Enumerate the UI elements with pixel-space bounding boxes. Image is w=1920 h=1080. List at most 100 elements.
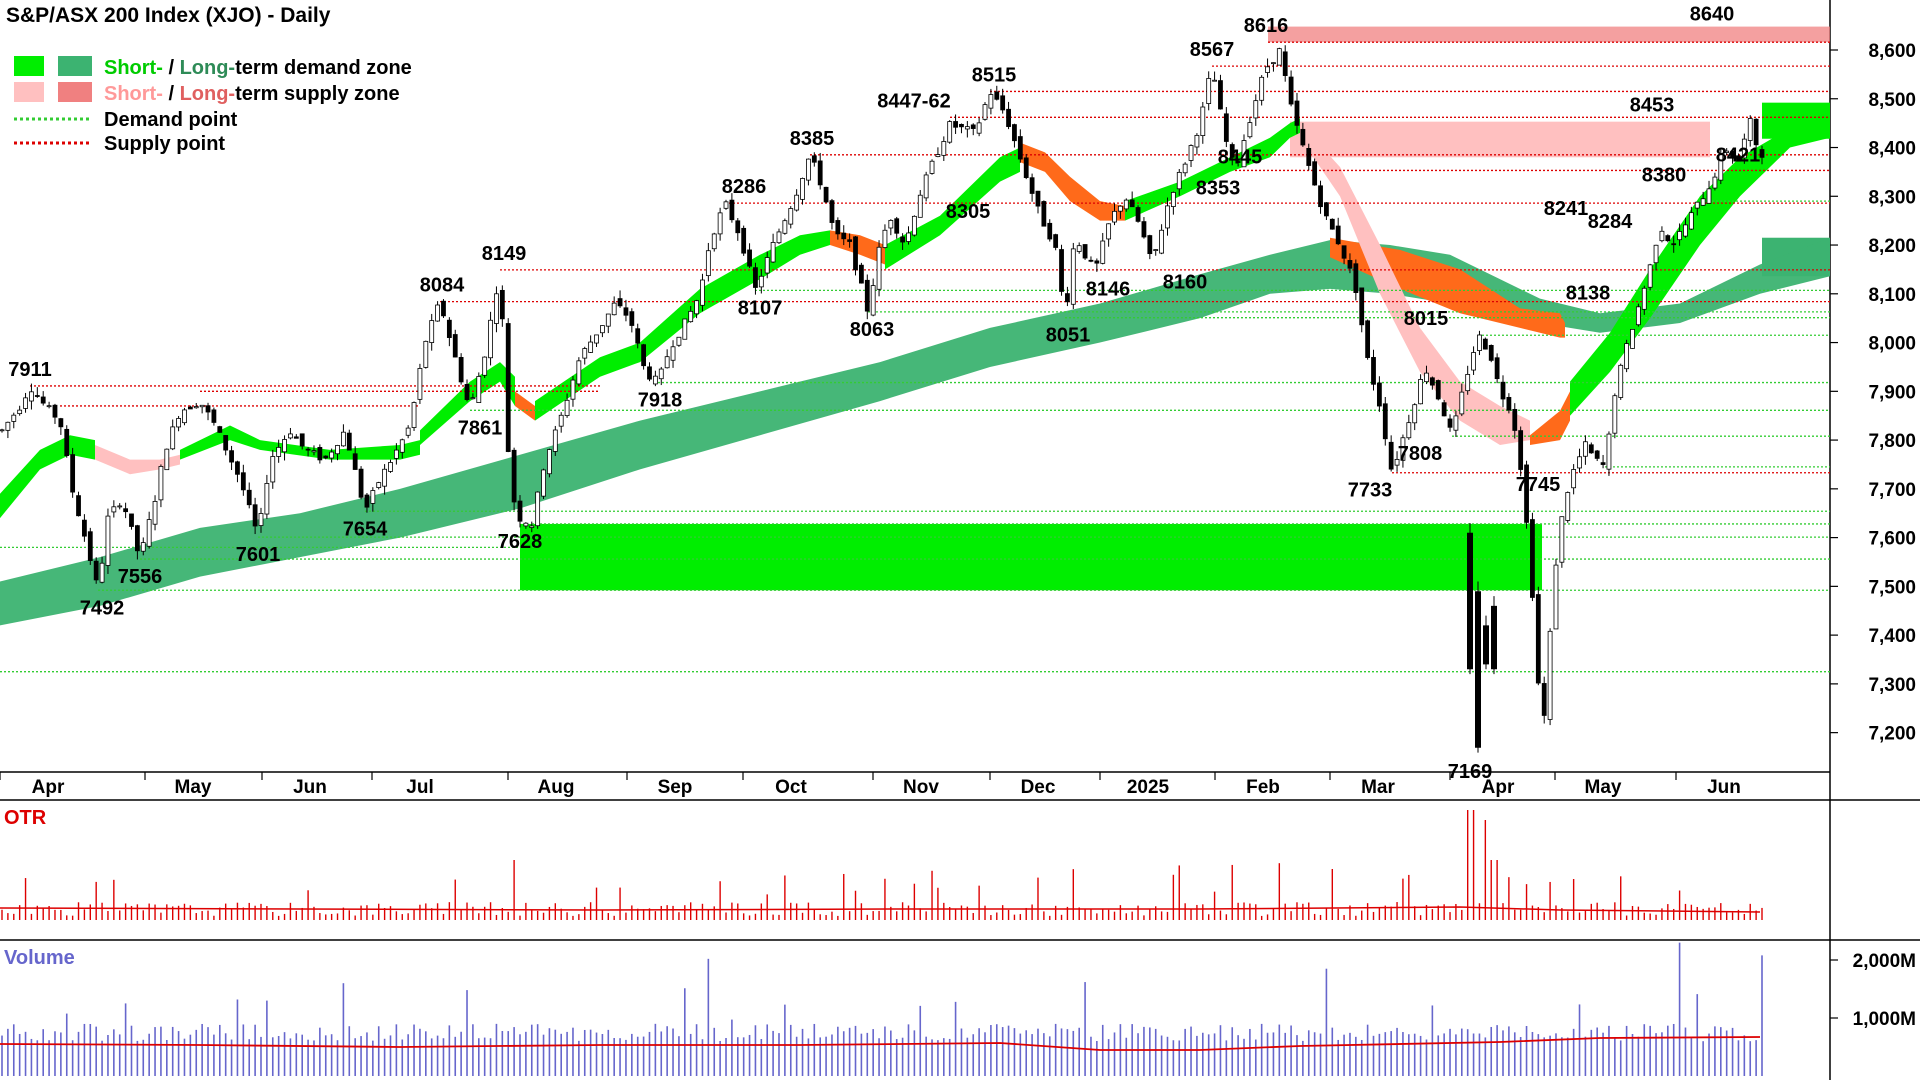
candle-body	[217, 426, 223, 433]
candle-body	[600, 325, 605, 334]
candle-body	[529, 525, 535, 528]
candle-body	[1117, 205, 1123, 212]
candle-body	[311, 450, 317, 453]
candle-body	[817, 160, 823, 186]
month-label: Jun	[1707, 777, 1741, 798]
candle-body	[1718, 154, 1724, 181]
candle-body	[1465, 374, 1471, 392]
candle-body	[111, 506, 117, 513]
month-label: Apr	[1482, 777, 1515, 798]
candle-body	[117, 505, 123, 508]
candle-body	[923, 174, 929, 199]
candle-body	[1553, 564, 1559, 630]
candle-body	[982, 104, 988, 120]
candle-body	[93, 560, 99, 581]
month-label: Oct	[775, 777, 807, 798]
candle-body	[758, 275, 764, 288]
candle-body	[1141, 221, 1147, 238]
candle-body	[364, 494, 370, 508]
candle-body	[264, 483, 270, 515]
candle-body	[976, 122, 982, 134]
swing-label: 7745	[1516, 474, 1561, 496]
candle-body	[176, 418, 181, 428]
candle-body	[541, 469, 546, 497]
candle-body	[299, 433, 305, 447]
candle-body	[1282, 51, 1288, 76]
candle-body	[240, 472, 246, 491]
candle-body	[1082, 244, 1088, 259]
candle-body	[1253, 100, 1259, 119]
candle-body	[1412, 404, 1418, 424]
candle-body	[1159, 229, 1164, 254]
candle-body	[788, 208, 794, 225]
candle-body	[1165, 205, 1170, 229]
candle-body	[1541, 683, 1547, 716]
candle-body	[1365, 320, 1371, 358]
candle-body	[146, 519, 152, 547]
candle-body	[1506, 396, 1512, 411]
candle-body	[864, 279, 870, 312]
candle-body	[17, 409, 23, 415]
candle-body	[441, 300, 446, 317]
volume-panel: 1,000M 2,000M	[0, 942, 1916, 1076]
volume-title: Volume	[4, 947, 75, 969]
candle-body	[1065, 293, 1070, 303]
swing-label: 7918	[638, 390, 683, 412]
legend-supply-point: Supply point	[104, 133, 225, 155]
candle-body	[1512, 408, 1518, 431]
candle-body	[870, 285, 876, 316]
candle-body	[1212, 79, 1217, 82]
candle-body	[558, 414, 564, 427]
candle-body	[1000, 95, 1006, 111]
candle-body	[688, 310, 694, 323]
swing-label: 8160	[1163, 272, 1208, 294]
candle-body	[1400, 437, 1406, 461]
candle-body	[806, 158, 811, 181]
candle-body	[1300, 128, 1306, 146]
month-label: Sep	[658, 777, 693, 798]
candle-body	[635, 328, 641, 344]
swing-label: 7601	[236, 544, 281, 566]
otr-title: OTR	[4, 807, 47, 829]
swing-label: 8284	[1588, 211, 1633, 233]
candle-body	[352, 453, 358, 470]
candle-body	[211, 409, 217, 423]
swing-label: 8286	[722, 176, 767, 198]
candle-body	[964, 126, 970, 130]
candle-body	[164, 448, 170, 471]
candle-body	[729, 199, 735, 221]
candle-body	[1653, 244, 1659, 264]
candle-body	[1223, 113, 1229, 142]
candle-body	[99, 562, 105, 583]
swing-label: 8567	[1190, 39, 1235, 61]
candle-body	[917, 194, 923, 218]
candle-body	[841, 232, 847, 240]
candle-body	[517, 500, 523, 522]
month-label: Jul	[406, 777, 433, 798]
month-label: Dec	[1021, 777, 1056, 798]
candle-body	[187, 406, 193, 410]
candle-body	[1730, 150, 1735, 159]
candle-body	[1023, 157, 1029, 179]
candle-body	[1041, 201, 1047, 227]
candle-body	[288, 433, 293, 439]
candle-body	[82, 519, 87, 537]
candle-body	[123, 508, 129, 513]
swing-labels: 7911 7492 7556 7601 7654 8084 7861 8149 7628 7918…	[8, 3, 1760, 782]
candle-body	[1747, 118, 1753, 141]
candle-body	[305, 448, 311, 451]
candle-body	[1100, 240, 1106, 264]
candle-body	[87, 531, 93, 561]
candle-body	[1182, 163, 1188, 174]
price-tick-label: 8,400	[1868, 139, 1916, 160]
candle-body	[158, 466, 164, 501]
candle-body	[1029, 177, 1035, 194]
swing-label: 8515	[972, 64, 1017, 86]
volume-tick-label: 1,000M	[1853, 1009, 1916, 1030]
short-term-demand-ribbon-2	[180, 425, 420, 460]
candle-body	[1624, 343, 1630, 370]
legend-short-supply-swatch	[14, 82, 44, 102]
price-tick-label: 8,300	[1868, 187, 1916, 208]
candle-body	[576, 360, 582, 385]
